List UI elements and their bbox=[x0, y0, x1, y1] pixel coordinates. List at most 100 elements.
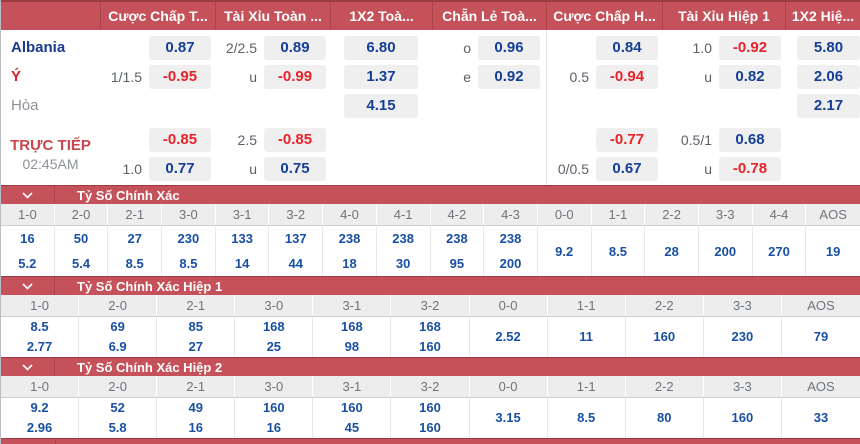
score-odds-away[interactable]: 8.5 bbox=[125, 256, 144, 271]
score-odds-cell[interactable]: 80 bbox=[626, 398, 704, 438]
score-odds-draw[interactable]: 3.15 bbox=[495, 410, 521, 425]
score-odds-cell[interactable]: 27 8.5 bbox=[108, 226, 163, 276]
score-odds-home[interactable]: 168 bbox=[341, 319, 363, 334]
collapse-chevron-icon[interactable] bbox=[1, 186, 55, 204]
score-odds-cell[interactable]: 270 bbox=[753, 226, 807, 276]
score-odds-draw[interactable]: 80 bbox=[657, 410, 672, 425]
score-odds-draw[interactable]: 19 bbox=[825, 243, 841, 259]
score-odds-cell[interactable]: 8.5 bbox=[592, 226, 646, 276]
score-odds-away[interactable]: 27 bbox=[188, 339, 203, 354]
score-odds-cell[interactable]: 19 bbox=[806, 226, 860, 276]
score-odds-away[interactable]: 2.77 bbox=[26, 339, 53, 354]
score-odds-home[interactable]: 9.2 bbox=[30, 400, 49, 415]
score-odds-away[interactable]: 98 bbox=[344, 339, 360, 354]
score-odds-home[interactable]: 50 bbox=[73, 231, 89, 246]
odds-value[interactable]: -0.99 bbox=[264, 64, 326, 89]
score-odds-draw[interactable]: 28 bbox=[664, 243, 679, 259]
score-section-bar[interactable]: Tỷ Số Chính Xác Hiệp 2 bbox=[1, 357, 860, 376]
score-odds-away[interactable]: 160 bbox=[419, 339, 441, 354]
score-odds-home[interactable]: 69 bbox=[110, 319, 125, 334]
odds-value[interactable]: -0.92 bbox=[719, 35, 781, 60]
score-odds-home[interactable]: 160 bbox=[419, 400, 441, 415]
score-odds-cell[interactable]: 16 5.2 bbox=[1, 226, 55, 276]
score-odds-draw[interactable]: 11 bbox=[579, 329, 594, 344]
score-odds-away[interactable]: 160 bbox=[419, 420, 441, 435]
score-odds-home[interactable]: 238 bbox=[445, 231, 468, 246]
odds-value[interactable]: 0.92 bbox=[478, 64, 540, 89]
score-odds-draw[interactable]: 8.5 bbox=[608, 243, 627, 259]
score-odds-away[interactable]: 95 bbox=[449, 256, 465, 271]
score-odds-away[interactable]: 6.9 bbox=[108, 339, 127, 354]
score-odds-home[interactable]: 168 bbox=[262, 319, 285, 334]
odds-value[interactable]: -0.85 bbox=[149, 127, 211, 152]
score-odds-draw[interactable]: 33 bbox=[813, 410, 829, 425]
score-odds-home[interactable]: 85 bbox=[188, 319, 203, 334]
odds-value[interactable]: 0.96 bbox=[478, 35, 540, 60]
score-odds-draw[interactable]: 79 bbox=[813, 329, 829, 344]
score-odds-cell[interactable]: 33 bbox=[782, 398, 860, 438]
score-odds-cell[interactable]: 160 45 bbox=[313, 398, 392, 438]
score-odds-cell[interactable]: 8.5 bbox=[548, 398, 626, 438]
score-odds-cell[interactable]: 200 bbox=[699, 226, 753, 276]
score-odds-draw[interactable]: 9.2 bbox=[555, 243, 574, 259]
score-odds-away[interactable]: 5.8 bbox=[108, 420, 127, 435]
score-odds-away[interactable]: 8.5 bbox=[179, 256, 198, 271]
score-odds-cell[interactable]: 238 18 bbox=[323, 226, 377, 276]
score-odds-cell[interactable]: 9.2 bbox=[538, 226, 592, 276]
odds-value[interactable]: 0.87 bbox=[149, 35, 211, 60]
score-odds-home[interactable]: 137 bbox=[284, 231, 307, 246]
score-odds-away[interactable]: 45 bbox=[344, 420, 360, 435]
score-odds-home[interactable]: 238 bbox=[499, 231, 522, 246]
odds-value[interactable]: 0.68 bbox=[719, 127, 781, 152]
score-odds-cell[interactable]: 85 27 bbox=[157, 317, 236, 357]
score-odds-cell[interactable]: 28 bbox=[645, 226, 699, 276]
score-odds-home[interactable]: 230 bbox=[177, 231, 200, 246]
score-odds-cell[interactable]: 11 bbox=[548, 317, 626, 357]
score-odds-away[interactable]: 18 bbox=[342, 256, 357, 271]
collapse-chevron-icon[interactable] bbox=[1, 358, 55, 376]
score-odds-cell[interactable]: 9.2 2.96 bbox=[1, 398, 80, 438]
score-odds-cell[interactable]: 238 95 bbox=[431, 226, 485, 276]
odds-value[interactable]: 5.80 bbox=[797, 35, 860, 60]
score-odds-cell[interactable]: 49 16 bbox=[157, 398, 236, 438]
odds-value[interactable]: 0.84 bbox=[596, 35, 658, 60]
score-odds-cell[interactable]: 168 25 bbox=[235, 317, 314, 357]
score-odds-away[interactable]: 5.4 bbox=[71, 256, 91, 271]
score-odds-cell[interactable]: 160 16 bbox=[235, 398, 314, 438]
score-odds-cell[interactable]: 137 44 bbox=[269, 226, 324, 276]
score-odds-home[interactable]: 160 bbox=[262, 400, 285, 415]
score-odds-home[interactable]: 8.5 bbox=[30, 319, 49, 334]
score-odds-cell[interactable]: 168 98 bbox=[313, 317, 392, 357]
score-odds-home[interactable]: 238 bbox=[392, 231, 414, 246]
odds-value[interactable]: 0.82 bbox=[719, 64, 781, 89]
score-odds-away[interactable]: 25 bbox=[266, 339, 282, 354]
score-odds-draw[interactable]: 230 bbox=[731, 329, 754, 344]
score-odds-away[interactable]: 44 bbox=[288, 256, 304, 271]
score-odds-cell[interactable]: 168 160 bbox=[391, 317, 470, 357]
score-odds-cell[interactable]: 50 5.4 bbox=[55, 226, 109, 276]
score-section-bar[interactable]: Tỷ Số Chính Xác Hiệp 1 bbox=[1, 276, 860, 295]
score-odds-home[interactable]: 133 bbox=[231, 231, 253, 246]
score-odds-draw[interactable]: 160 bbox=[731, 410, 754, 425]
odds-value[interactable]: -0.77 bbox=[596, 127, 658, 152]
score-odds-home[interactable]: 16 bbox=[20, 231, 35, 246]
score-odds-draw[interactable]: 8.5 bbox=[577, 410, 596, 425]
score-odds-home[interactable]: 168 bbox=[419, 319, 441, 334]
score-odds-cell[interactable]: 230 8.5 bbox=[162, 226, 216, 276]
score-odds-home[interactable]: 52 bbox=[110, 400, 125, 415]
odds-value[interactable]: 2.17 bbox=[797, 93, 860, 118]
collapse-chevron-icon[interactable] bbox=[1, 277, 55, 295]
odds-value[interactable]: 6.80 bbox=[344, 35, 418, 60]
odds-value[interactable]: 0.67 bbox=[596, 156, 658, 181]
score-odds-cell[interactable]: 238 30 bbox=[377, 226, 431, 276]
score-odds-away[interactable]: 2.96 bbox=[26, 420, 53, 435]
odds-value[interactable]: -0.78 bbox=[719, 156, 781, 181]
score-odds-cell[interactable]: 3.15 bbox=[470, 398, 548, 438]
score-odds-home[interactable]: 49 bbox=[188, 400, 203, 415]
score-odds-draw[interactable]: 270 bbox=[768, 243, 790, 259]
odds-value[interactable]: 0.77 bbox=[149, 156, 211, 181]
odds-value[interactable]: -0.95 bbox=[149, 64, 211, 89]
score-odds-cell[interactable]: 238 200 bbox=[484, 226, 538, 276]
score-odds-away[interactable]: 14 bbox=[234, 256, 250, 271]
score-odds-away[interactable]: 5.2 bbox=[18, 256, 37, 271]
